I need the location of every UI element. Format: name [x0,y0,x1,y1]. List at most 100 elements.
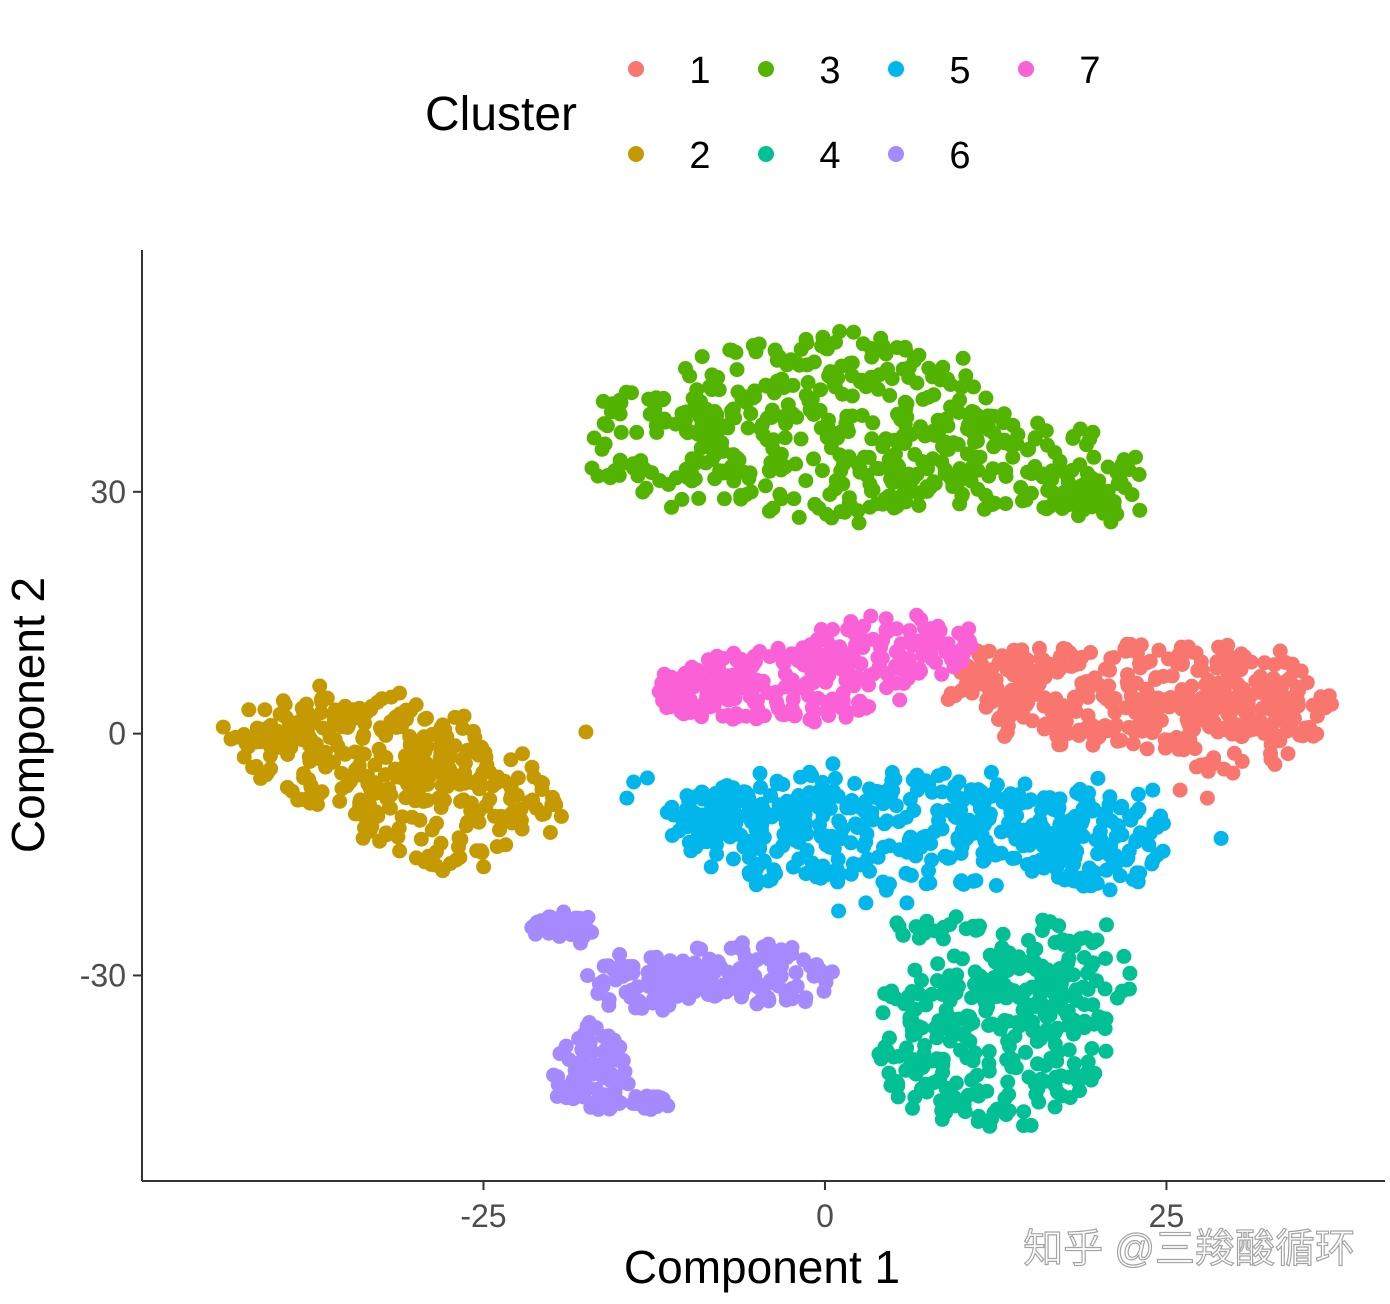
data-point [797,994,813,1010]
data-point [800,688,816,703]
data-point [1041,1004,1057,1020]
data-point [951,1011,967,1027]
data-point [737,974,752,990]
data-point [368,804,384,820]
data-point [528,926,543,942]
data-point [1100,459,1116,475]
data-point [793,431,809,447]
data-point [1116,948,1132,964]
data-point [1175,699,1191,715]
data-point [935,359,951,375]
data-point [875,338,891,354]
data-point [776,827,792,842]
data-point [1028,941,1044,957]
legend-item-1: 1 [628,50,711,92]
data-point [580,968,596,984]
data-point [788,833,804,849]
data-point [936,919,952,935]
legend-item-4: 4 [758,135,841,177]
data-point [689,450,705,466]
data-point [580,1080,596,1096]
data-point [755,939,771,955]
data-point [738,395,754,410]
data-point [955,350,971,366]
data-point [970,462,986,478]
series-7 [651,607,979,730]
legend-key [758,146,774,162]
legend-label: 7 [1079,50,1100,92]
data-point [1256,725,1272,741]
data-point [852,626,868,642]
data-point [282,734,298,750]
data-point [1036,690,1052,706]
data-point [1214,641,1230,657]
data-point [1324,696,1339,712]
data-point [1035,469,1051,485]
data-point [1130,786,1146,802]
data-point [777,430,793,446]
data-point [402,729,418,744]
data-point [857,449,872,465]
data-point [821,708,837,723]
data-point [890,1089,906,1105]
data-point [700,986,716,1002]
data-point [779,950,795,965]
data-point [930,803,946,819]
data-point [1097,981,1113,997]
data-point [645,962,661,978]
data-point [986,785,1002,801]
data-point [1031,1094,1047,1110]
data-point [1263,751,1279,767]
data-point [791,509,807,525]
data-point [694,784,710,800]
data-point [1231,662,1247,678]
data-point [424,822,440,838]
data-point [924,784,940,800]
data-point [1118,643,1134,659]
data-point [858,379,874,395]
data-point [716,491,732,507]
data-point [930,956,946,972]
data-point [854,817,870,833]
data-point [970,918,986,934]
data-point [1061,1042,1077,1058]
data-point [1270,693,1286,709]
data-point [700,652,716,668]
data-point [1164,668,1180,684]
data-point [1065,430,1081,446]
data-point [787,706,803,722]
data-point [1024,663,1040,679]
data-point [675,813,691,829]
watermark: 知乎 @三羧酸循环 [1023,1227,1355,1271]
data-point [942,1080,958,1096]
data-point [787,793,803,809]
data-point [734,935,750,951]
data-point [821,838,837,853]
data-point [1056,1002,1072,1018]
data-point [515,746,530,762]
data-point [935,1064,951,1080]
data-point [1021,441,1037,457]
data-point [725,401,741,417]
data-point [753,779,768,795]
data-point [851,515,867,531]
series-5 [619,756,1229,919]
data-point [1098,951,1113,966]
data-point [536,806,552,822]
data-point [1161,651,1176,667]
data-point [626,774,642,790]
data-point [852,857,867,873]
data-point [862,781,877,797]
data-point [1309,708,1325,724]
data-point [413,831,429,847]
data-point [432,750,448,766]
data-point [1018,1044,1033,1060]
legend-key [888,61,904,77]
data-point [901,651,917,667]
data-point [1142,825,1158,841]
data-point [412,812,428,828]
data-point [612,392,628,408]
data-point [1018,492,1034,508]
data-point [619,790,635,806]
data-point [878,622,894,638]
